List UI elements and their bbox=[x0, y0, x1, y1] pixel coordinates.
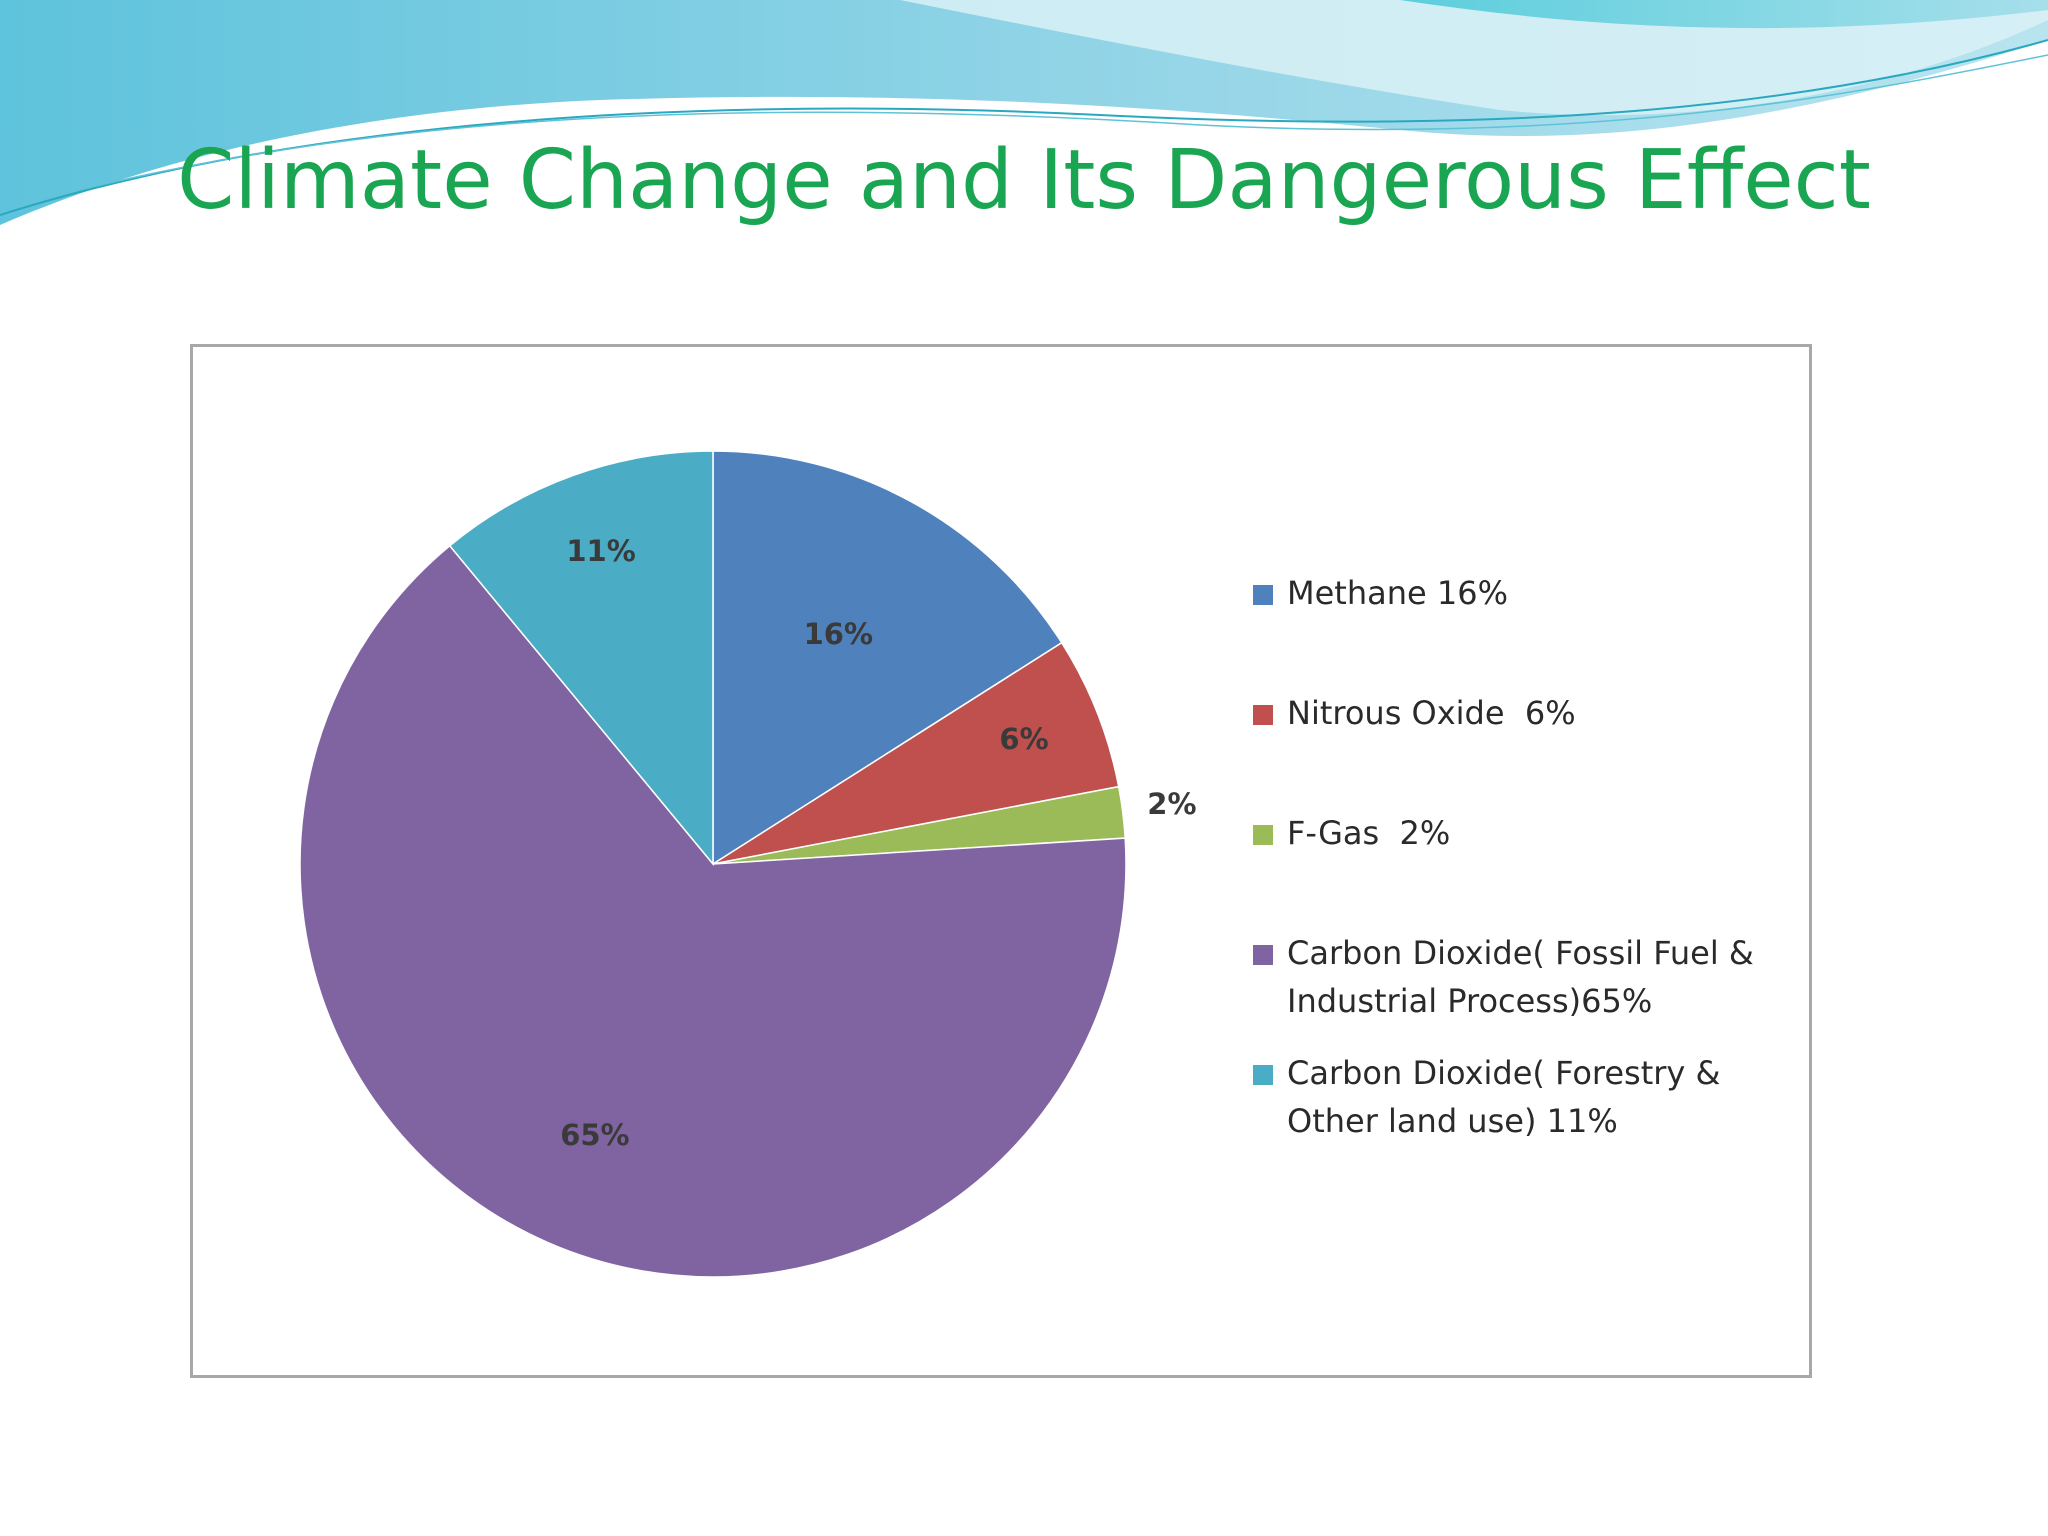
pie-data-label-2: 6% bbox=[999, 722, 1048, 756]
legend-label-2-line-1: Nitrous Oxide 6% bbox=[1287, 694, 1576, 732]
legend-swatch-1 bbox=[1253, 585, 1273, 605]
top-wave-highlight bbox=[900, 0, 2048, 116]
pie-slice-2 bbox=[712, 641, 1120, 865]
chart-legend: Methane 16% Nitrous Oxide 6% F-Gas 2% Carbo… bbox=[1253, 574, 1754, 1140]
legend-entry-1: Methane 16% bbox=[1253, 574, 1508, 612]
legend-entry-3: F-Gas 2% bbox=[1253, 814, 1450, 852]
legend-swatch-2 bbox=[1253, 705, 1273, 725]
pie-slice-5 bbox=[448, 450, 714, 867]
legend-label-5-line-2: Other land use) 11% bbox=[1287, 1102, 1618, 1140]
legend-label-1-line-1: Methane 16% bbox=[1287, 574, 1508, 612]
legend-swatch-5 bbox=[1253, 1065, 1273, 1085]
slide-title: Climate Change and Its Dangerous Effect bbox=[177, 133, 1871, 228]
pie-slice-4 bbox=[299, 544, 1127, 1278]
pie-data-label-1: 16% bbox=[804, 617, 873, 651]
legend-label-4-line-2: Industrial Process)65% bbox=[1287, 982, 1652, 1020]
legend-label-5-line-1: Carbon Dioxide( Forestry & bbox=[1287, 1054, 1720, 1092]
pie-data-labels: 16% 6% 2% 65% 11% bbox=[560, 534, 1196, 1152]
legend-entry-5: Carbon Dioxide( Forestry & Other land use… bbox=[1253, 1054, 1720, 1140]
legend-label-3-line-1: F-Gas 2% bbox=[1287, 814, 1450, 852]
legend-entry-4: Carbon Dioxide( Fossil Fuel & Industrial … bbox=[1253, 934, 1754, 1020]
legend-entry-2: Nitrous Oxide 6% bbox=[1253, 694, 1576, 732]
pie-chart: 16% 6% 2% 65% 11% Methane 16% Nitrous Oxide 6… bbox=[299, 450, 1754, 1278]
legend-label-4-line-1: Carbon Dioxide( Fossil Fuel & bbox=[1287, 934, 1754, 972]
pie-data-label-5: 11% bbox=[566, 534, 635, 568]
top-wave-line-2 bbox=[39, 54, 2048, 201]
top-wave-accent bbox=[1400, 0, 2048, 29]
pie-data-label-3: 2% bbox=[1147, 787, 1196, 821]
chart-frame: 16% 6% 2% 65% 11% Methane 16% Nitrous Oxide 6… bbox=[190, 344, 1812, 1378]
legend-swatch-3 bbox=[1253, 825, 1273, 845]
pie-data-label-4: 65% bbox=[560, 1118, 629, 1152]
legend-swatch-4 bbox=[1253, 945, 1273, 965]
pie-slice-1 bbox=[712, 450, 1063, 866]
pie-slices bbox=[299, 450, 1127, 1278]
